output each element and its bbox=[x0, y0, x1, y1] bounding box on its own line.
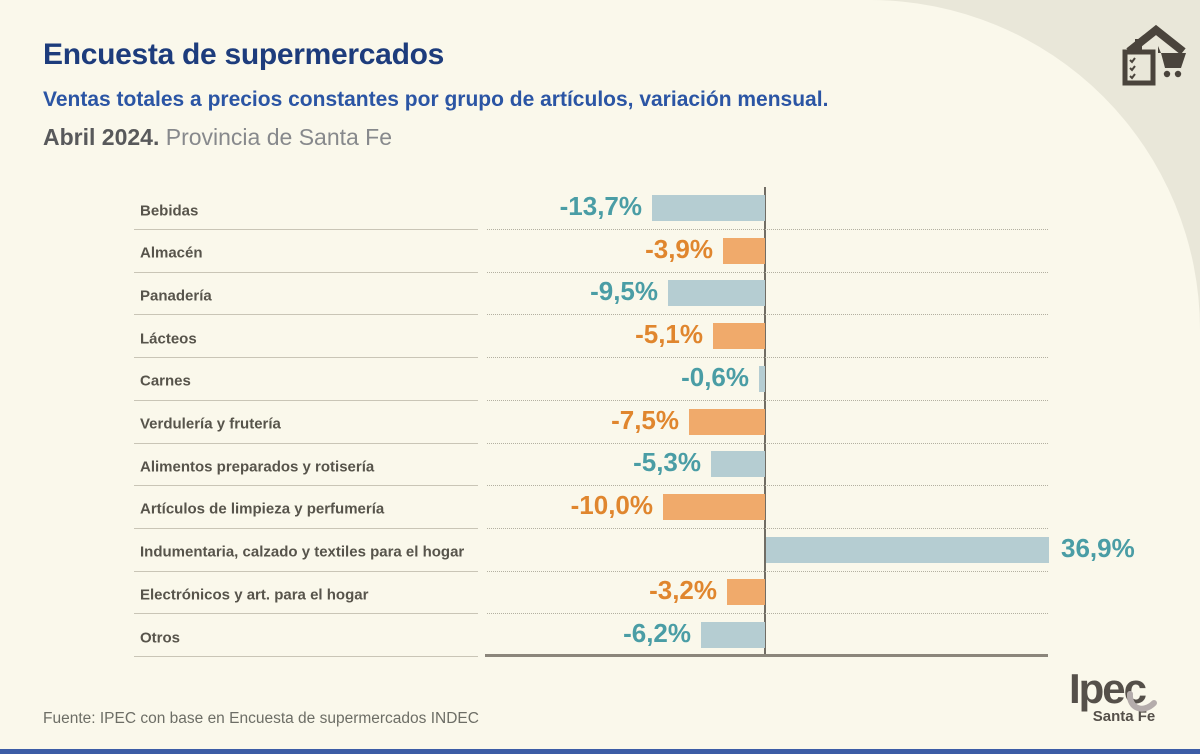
bar-value-label: -7,5% bbox=[611, 404, 679, 435]
category-label: Carnes bbox=[140, 372, 191, 390]
bar-value-label: -10,0% bbox=[570, 489, 653, 520]
bar-negative bbox=[723, 237, 765, 264]
period-month: Abril 2024. bbox=[43, 124, 160, 150]
bar-value-label: -9,5% bbox=[590, 276, 658, 307]
bar-negative bbox=[689, 408, 765, 435]
bar-value-label: 36,9% bbox=[1061, 532, 1135, 563]
row-separator-solid bbox=[134, 442, 478, 444]
bar-value-label: -3,2% bbox=[649, 575, 717, 606]
x-baseline bbox=[485, 654, 1048, 657]
row-separator-solid bbox=[134, 570, 478, 572]
row-separator-solid bbox=[134, 399, 478, 401]
chart-row: Bebidas -13,7% bbox=[0, 187, 1200, 230]
logo-swoosh-icon bbox=[1127, 691, 1158, 712]
bottom-accent-strip bbox=[0, 749, 1200, 754]
chart-row: Panadería -9,5% bbox=[0, 272, 1200, 316]
row-separator-dotted bbox=[487, 229, 1048, 230]
category-label: Artículos de limpieza y perfumería bbox=[140, 500, 385, 518]
row-separator-solid bbox=[134, 613, 478, 615]
bar-value-label: -0,6% bbox=[681, 361, 749, 392]
ipec-logo-subtext: Santa Fe bbox=[1092, 708, 1156, 725]
chart-row: Artículos de limpieza y perfumería -10,0% bbox=[0, 486, 1200, 529]
bar-negative bbox=[668, 280, 765, 307]
category-label: Almacén bbox=[140, 244, 203, 262]
period-line: Abril 2024. Provincia de Santa Fe bbox=[43, 124, 392, 151]
category-label: Panadería bbox=[140, 287, 212, 305]
row-separator-dotted bbox=[487, 271, 1048, 273]
ipec-logo: Ipec Santa Fe bbox=[1042, 668, 1172, 725]
category-label: Lácteos bbox=[140, 330, 197, 348]
row-separator-dotted bbox=[487, 485, 1048, 487]
row-separator-dotted bbox=[487, 442, 1048, 444]
chart-row: Almacén -3,9% bbox=[0, 230, 1200, 273]
category-label: Otros bbox=[140, 629, 181, 647]
chart-row: Electrónicos y art. para el hogar -3,2% bbox=[0, 571, 1200, 615]
row-separator-solid bbox=[134, 229, 478, 230]
bar-negative bbox=[652, 195, 765, 221]
row-separator-solid bbox=[134, 527, 478, 529]
bar-value-label: -5,1% bbox=[635, 319, 703, 350]
category-label: Indumentaria, calzado y textiles para el… bbox=[140, 543, 465, 561]
bar-value-label: -3,9% bbox=[645, 233, 713, 264]
bar-positive bbox=[766, 536, 1049, 563]
chart-row: Indumentaria, calzado y textiles para el… bbox=[0, 529, 1200, 572]
bar-value-label: -13,7% bbox=[559, 191, 642, 221]
row-separator-solid bbox=[134, 271, 478, 273]
page-subtitle: Ventas totales a precios constantes por … bbox=[43, 88, 829, 111]
category-label: Bebidas bbox=[140, 202, 199, 220]
period-region: Provincia de Santa Fe bbox=[159, 124, 393, 150]
row-separator-dotted bbox=[487, 399, 1048, 401]
bar-negative bbox=[727, 579, 765, 606]
bar-negative bbox=[701, 622, 765, 648]
row-separator-dotted bbox=[487, 314, 1048, 316]
bar-negative bbox=[759, 365, 765, 392]
row-separator-dotted bbox=[487, 357, 1048, 359]
chart-row: Otros -6,2% bbox=[0, 614, 1200, 657]
category-label: Electrónicos y art. para el hogar bbox=[140, 586, 369, 604]
category-label: Verdulería y frutería bbox=[140, 415, 281, 433]
chart-row: Carnes -0,6% bbox=[0, 358, 1200, 401]
zero-axis-line bbox=[764, 187, 766, 657]
row-separator-dotted bbox=[487, 527, 1048, 529]
ipec-logo-text: Ipec bbox=[1069, 668, 1158, 712]
chart-row: Lácteos -5,1% bbox=[0, 315, 1200, 359]
page-title: Encuesta de supermercados bbox=[43, 38, 445, 71]
row-separator-solid bbox=[134, 485, 478, 487]
row-separator-dotted bbox=[487, 570, 1048, 572]
category-label: Alimentos preparados y rotisería bbox=[140, 458, 375, 476]
bar-value-label: -6,2% bbox=[623, 618, 691, 648]
bar-negative bbox=[711, 451, 765, 478]
row-separator-dotted bbox=[487, 613, 1048, 615]
chart: Bebidas -13,7% Almacén -3,9% Panadería -9,5% L… bbox=[0, 187, 1200, 657]
source-note: Fuente: IPEC con base en Encuesta de sup… bbox=[43, 710, 479, 727]
bar-value-label: -5,3% bbox=[633, 447, 701, 478]
bar-negative bbox=[663, 493, 765, 520]
house-checklist-cart-icon bbox=[1122, 24, 1186, 86]
row-separator-solid bbox=[134, 357, 478, 359]
row-separator-solid bbox=[134, 314, 478, 316]
chart-row: Verdulería y frutería -7,5% bbox=[0, 401, 1200, 444]
chart-row: Alimentos preparados y rotisería -5,3% bbox=[0, 443, 1200, 487]
bar-negative bbox=[713, 323, 765, 350]
row-separator-solid bbox=[134, 656, 478, 657]
